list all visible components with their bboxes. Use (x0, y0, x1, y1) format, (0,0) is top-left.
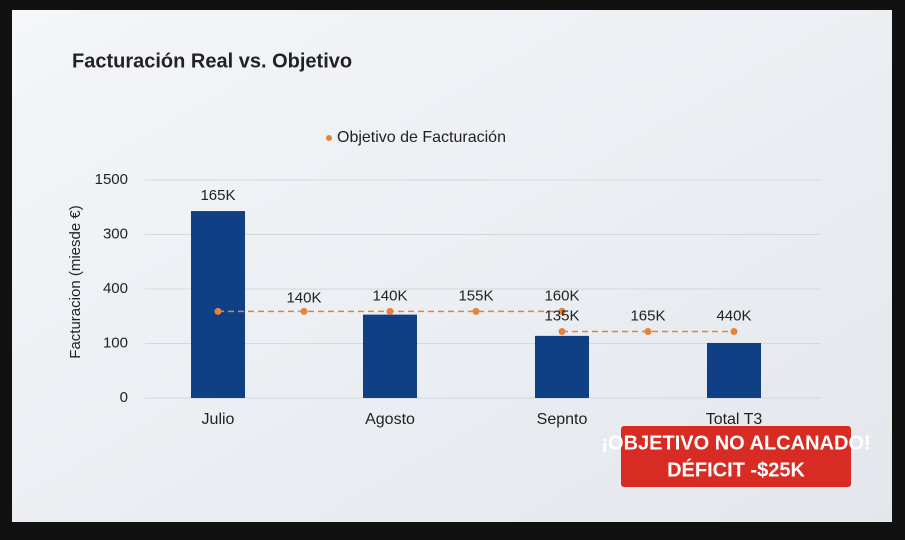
data-label: 155K (458, 287, 493, 304)
target-point (300, 307, 308, 315)
target-point (730, 328, 738, 336)
y-tick-label: 400 (103, 280, 128, 297)
y-tick-label: 300 (103, 225, 128, 242)
y-tick-label: 0 (120, 389, 128, 406)
data-label: 165K (200, 187, 235, 204)
bar (363, 314, 417, 398)
legend-marker (326, 135, 332, 141)
bar (191, 211, 245, 398)
x-tick-label: Total T3 (706, 411, 763, 428)
target-point (558, 307, 566, 315)
alert-box (621, 426, 851, 487)
alert-line: DÉFICIT -$25K (667, 458, 805, 481)
data-label: 135K (544, 307, 579, 324)
y-axis-label: Facturacion (miesde €) (67, 205, 84, 358)
bar (707, 342, 761, 398)
legend-label: Objetivo de Facturación (337, 129, 506, 146)
data-label: 140K (286, 289, 321, 306)
y-tick-label: 1500 (95, 171, 128, 188)
bar (535, 335, 589, 398)
y-tick-label: 100 (103, 334, 128, 351)
data-label: 440K (716, 307, 751, 324)
x-tick-label: Sepnto (537, 411, 588, 428)
chart-title: Facturación Real vs. Objetivo (72, 50, 352, 72)
x-tick-label: Julio (202, 411, 235, 428)
data-label: 160K (544, 287, 579, 304)
target-point (472, 307, 480, 315)
data-label: 165K (630, 307, 665, 324)
target-point (644, 328, 652, 336)
target-point (386, 307, 394, 315)
target-point (214, 307, 222, 315)
x-tick-label: Agosto (365, 411, 415, 428)
alert-line: ¡OBJETIVO NO ALCANADO! (601, 432, 870, 454)
target-point (558, 328, 566, 336)
data-label: 140K (372, 287, 407, 304)
